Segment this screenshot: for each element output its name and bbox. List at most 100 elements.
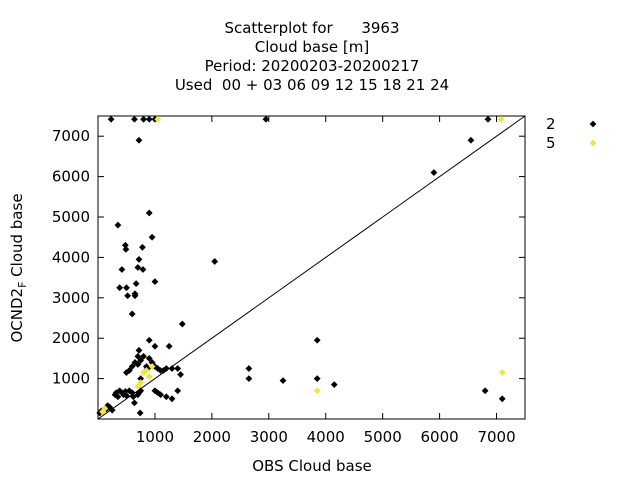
data-point-series-2 <box>174 387 182 395</box>
data-point-series-2 <box>128 363 136 370</box>
data-point-series-2 <box>114 393 122 401</box>
data-point-series-2 <box>154 365 162 372</box>
data-point-series-2 <box>125 367 133 374</box>
data-point-series-2 <box>177 371 184 378</box>
legend-marker-5 <box>589 139 597 147</box>
diagonal-line <box>97 115 526 420</box>
data-point-series-2 <box>139 243 146 251</box>
data-point-series-2 <box>430 169 438 176</box>
data-point-series-2 <box>140 115 147 123</box>
y-axis-ticks: 1000 2000 3000 4000 5000 6000 7000 <box>52 127 525 388</box>
legend-label-5: 5 <box>546 134 556 152</box>
y-tick-label: 7000 <box>52 127 90 145</box>
data-point-series-2 <box>107 115 115 123</box>
x-tick-label: 6000 <box>421 428 459 446</box>
data-point-series-2 <box>145 355 153 362</box>
y-axis-label-subscript: F <box>16 282 29 288</box>
data-point-series-2 <box>165 342 173 350</box>
data-point-series-2 <box>132 280 140 288</box>
data-point-series-2 <box>178 320 186 328</box>
x-tick-label: 2000 <box>193 428 231 446</box>
data-point-series-2 <box>484 115 492 123</box>
data-point-series-5 <box>145 373 153 380</box>
x-tick-label: 7000 <box>477 428 515 446</box>
data-point-series-5 <box>498 369 506 376</box>
data-point-series-5 <box>148 363 156 370</box>
data-point-series-2 <box>136 409 144 417</box>
diagonal-reference-line <box>97 115 526 420</box>
data-point-series-2 <box>128 310 136 318</box>
data-point-series-2 <box>245 365 253 372</box>
x-tick-label: 5000 <box>364 428 402 446</box>
data-point-series-2 <box>123 392 130 399</box>
data-point-series-2 <box>137 387 145 395</box>
data-point-series-2 <box>162 393 170 401</box>
y-tick-label: 1000 <box>52 370 90 388</box>
x-axis-label: OBS Cloud base <box>252 457 372 475</box>
data-point-series-2 <box>168 395 176 403</box>
data-point-series-2 <box>467 136 475 144</box>
data-point-series-2 <box>96 409 104 417</box>
data-point-series-2 <box>116 284 124 292</box>
data-point-series-2 <box>145 209 153 217</box>
chart-title-line-2: Cloud base [m] <box>255 38 369 56</box>
data-point-series-2 <box>137 375 145 382</box>
y-tick-label: 3000 <box>52 289 90 307</box>
data-point-series-5 <box>101 405 109 412</box>
x-tick-label: 4000 <box>307 428 345 446</box>
data-point-series-2 <box>145 336 153 344</box>
chart-title-line-1: Scatterplot for 3963 <box>224 19 399 37</box>
data-point-series-2 <box>134 352 142 360</box>
data-point-series-2 <box>124 292 132 300</box>
legend: 25 <box>546 115 597 152</box>
data-point-series-2 <box>131 399 138 407</box>
data-point-series-5 <box>134 383 142 391</box>
legend-marker-2 <box>589 120 597 128</box>
y-axis-label: OCND2F Cloud base <box>8 193 29 342</box>
data-point-series-2 <box>162 365 170 372</box>
data-point-series-2 <box>131 359 139 366</box>
data-point-series-2 <box>157 391 165 399</box>
data-point-series-2 <box>174 365 182 372</box>
data-point-series-2 <box>279 377 287 385</box>
y-axis-label-rest: Cloud base <box>8 193 26 281</box>
plot-area-border <box>97 115 526 420</box>
data-point-series-5 <box>142 367 150 374</box>
y-tick-label: 2000 <box>52 329 90 347</box>
data-point-series-2 <box>313 336 321 344</box>
data-point-series-2 <box>105 403 113 411</box>
y-tick-label: 4000 <box>52 248 90 266</box>
data-point-series-2 <box>481 387 489 395</box>
data-point-series-2 <box>151 342 159 350</box>
data-point-series-2 <box>134 264 142 271</box>
data-point-series-2 <box>148 233 156 241</box>
data-point-series-2 <box>262 115 270 123</box>
data-point-series-2 <box>140 352 147 360</box>
data-point-series-2 <box>131 292 139 300</box>
data-point-series-5 <box>154 115 162 123</box>
y-axis-label-main: OCND2 <box>8 288 26 343</box>
data-point-series-2 <box>168 365 176 372</box>
y-tick-label: 5000 <box>52 208 90 226</box>
data-point-series-2 <box>145 115 153 123</box>
data-point-series-2 <box>498 395 506 403</box>
data-point-series-2 <box>148 359 156 366</box>
data-point-series-2 <box>134 361 142 368</box>
data-point-series-2 <box>330 381 338 389</box>
data-point-series-2 <box>135 346 143 354</box>
y-tick-label: 6000 <box>52 168 90 186</box>
data-point-series-2 <box>313 375 321 382</box>
data-point-series-5 <box>497 115 505 123</box>
data-point-series-5 <box>137 379 145 387</box>
data-point-series-2 <box>118 266 126 273</box>
data-point-series-2 <box>245 375 253 382</box>
data-point-series-2 <box>135 256 143 263</box>
data-points <box>96 115 506 417</box>
data-point-series-2 <box>139 266 147 273</box>
data-point-series-2 <box>122 245 130 253</box>
data-point-series-2 <box>137 357 145 364</box>
legend-label-2: 2 <box>546 115 556 133</box>
data-point-series-2 <box>114 221 122 229</box>
data-point-series-2 <box>121 241 129 249</box>
